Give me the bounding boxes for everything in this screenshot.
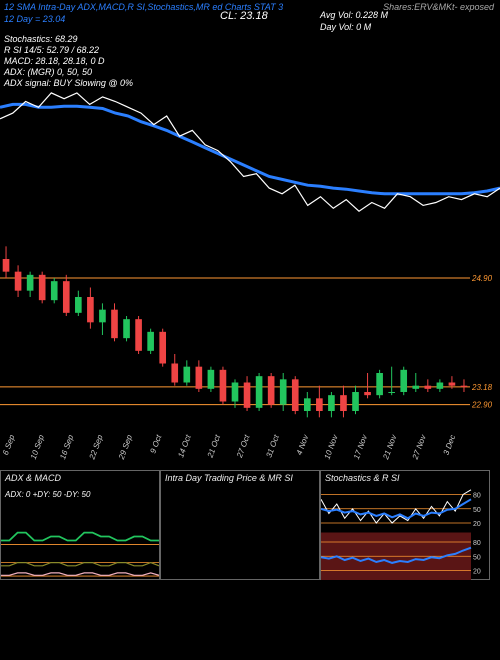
svg-text:50: 50 [473,507,481,514]
svg-text:27 Oct: 27 Oct [235,433,252,460]
svg-text:50: 50 [473,554,481,561]
hdr-rsi: R SI 14/5: 52.79 / 68.22 [4,45,99,55]
svg-text:20: 20 [473,569,481,576]
svg-text:ADX: 0 +DY: 50 -DY: 50: ADX: 0 +DY: 50 -DY: 50 [4,490,91,499]
svg-text:29 Sep: 29 Sep [117,433,135,461]
svg-text:27 Nov: 27 Nov [410,433,428,462]
svg-text:21 Oct: 21 Oct [205,433,222,460]
intraday-panel: Intra Day Trading Price & MR SI [160,470,320,580]
hdr-dayvol: Day Vol: 0 M [320,22,371,32]
svg-text:31 Oct: 31 Oct [264,433,281,459]
hdr-day: 12 Day = 23.04 [4,14,65,24]
hdr-macd: MACD: 28.18, 28.18, 0 D [4,56,105,66]
candlestick-chart: 24.90 23.18 22.90 6 Sep 10 Sep 16 Sep 22 Sep 29… [0,240,500,470]
stoch-title: Stochastics & R SI [321,471,489,485]
adx-chart: ADX: 0 +DY: 50 -DY: 50 [1,485,159,580]
svg-text:23.18: 23.18 [471,383,493,392]
svg-text:22.90: 22.90 [471,401,493,410]
hdr-cl: CL: 23.18 [220,10,268,22]
svg-text:10 Sep: 10 Sep [29,433,46,460]
svg-text:16 Sep: 16 Sep [58,433,75,460]
svg-text:24.90: 24.90 [471,274,493,283]
svg-text:17 Nov: 17 Nov [352,433,369,461]
svg-text:14 Oct: 14 Oct [176,433,193,459]
svg-text:22 Sep: 22 Sep [87,433,105,461]
adx-title: ADX & MACD [1,471,159,485]
svg-text:9 Oct: 9 Oct [148,433,163,455]
stochastics-panel: Stochastics & R SI 80 50 20 80 50 20 [320,470,490,580]
hdr-stoch: Stochastics: 68.29 [4,34,78,44]
hdr-right: Shares:ERV&MKt- exposed [383,2,494,12]
stoch-chart: 80 50 20 80 50 20 [321,485,489,580]
bottom-panels: ADX & MACD ADX: 0 +DY: 50 -DY: 50 Intra … [0,470,500,580]
svg-text:3 Dec: 3 Dec [442,434,458,457]
svg-text:21 Nov: 21 Nov [381,433,399,462]
hdr-adx: ADX: (MGR) 0, 50, 50 [4,67,92,77]
svg-text:80: 80 [473,540,481,547]
intra-title: Intra Day Trading Price & MR SI [161,471,319,485]
svg-text:6 Sep: 6 Sep [1,433,17,456]
adx-macd-panel: ADX & MACD ADX: 0 +DY: 50 -DY: 50 [0,470,160,580]
svg-text:20: 20 [473,521,481,528]
hdr-avgvol: Avg Vol: 0.228 M [320,10,388,20]
hdr-adxsig: ADX signal: BUY Slowing @ 0% [4,78,133,88]
price-line-chart [0,90,500,240]
svg-text:80: 80 [473,493,481,500]
svg-text:4 Nov: 4 Nov [295,433,311,457]
svg-text:10 Nov: 10 Nov [323,433,340,461]
header-block: 12 SMA Intra-Day ADX,MACD,R SI,Stochasti… [0,0,500,90]
